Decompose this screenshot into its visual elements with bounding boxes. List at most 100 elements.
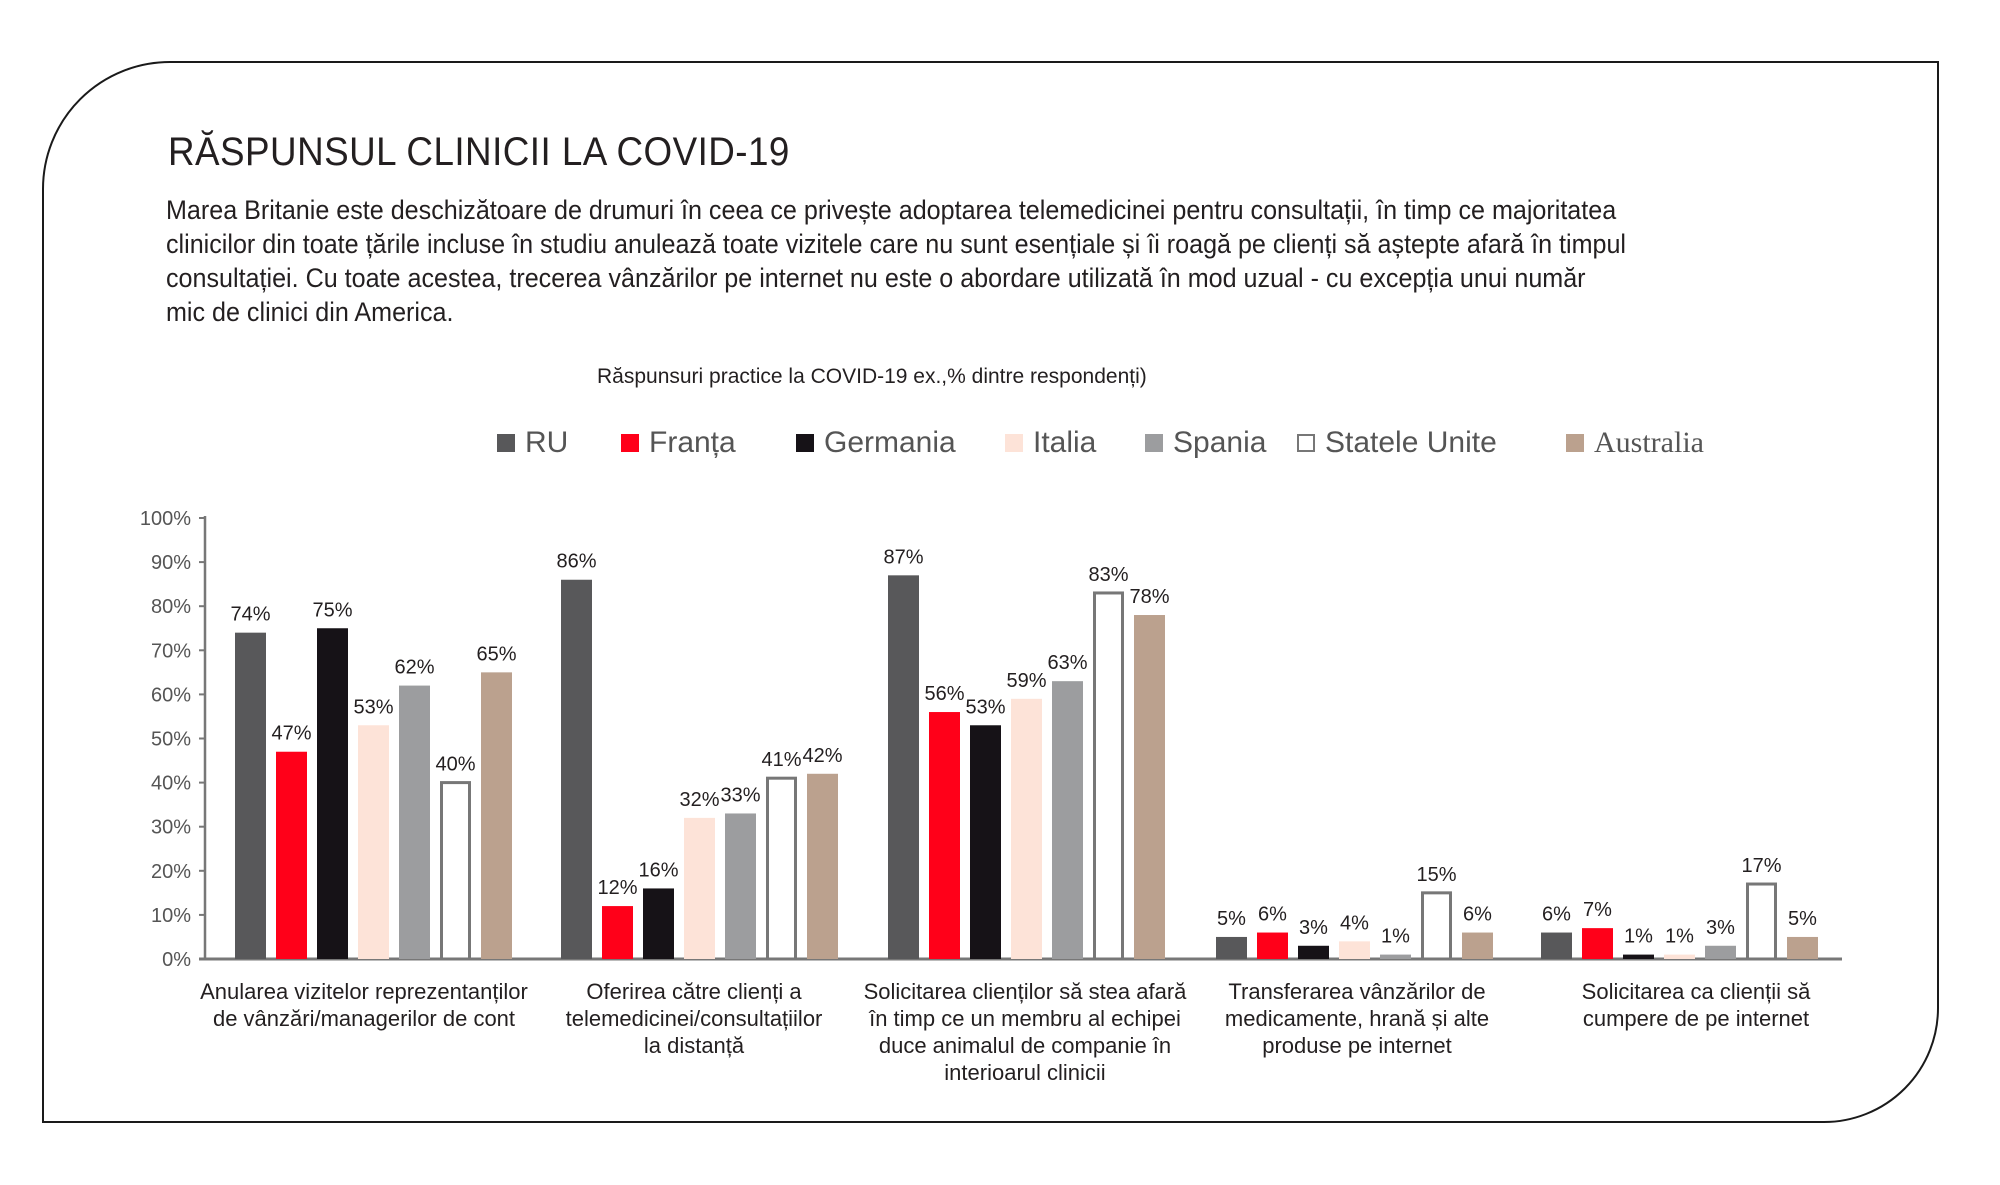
- data-label: 83%: [1088, 564, 1128, 586]
- legend-label: Franța: [649, 426, 736, 459]
- legend-item: Germania: [796, 426, 956, 460]
- data-label: 1%: [1665, 926, 1694, 948]
- card-frame: [42, 61, 1939, 1123]
- category-label-line: produse pe internet: [1262, 1033, 1452, 1058]
- category-label-line: Anularea vizitelor reprezentanților: [200, 979, 528, 1004]
- bar: [970, 725, 1001, 959]
- data-label: 6%: [1258, 904, 1287, 926]
- y-tick-label: 30%: [151, 817, 191, 839]
- category-label-line: Solicitarea clienților să stea afară: [863, 979, 1187, 1004]
- bar: [1257, 932, 1288, 959]
- data-label: 53%: [353, 696, 393, 718]
- data-label: 87%: [883, 546, 923, 568]
- data-label: 4%: [1340, 912, 1369, 934]
- data-label: 6%: [1542, 904, 1571, 926]
- y-tick-label: 60%: [151, 684, 191, 706]
- bar: [888, 575, 919, 959]
- data-label: 5%: [1788, 908, 1817, 930]
- y-tick-label: 90%: [151, 552, 191, 574]
- y-tick-label: 70%: [151, 640, 191, 662]
- legend-item: Franța: [621, 426, 736, 460]
- bar: [1705, 945, 1736, 959]
- data-label: 32%: [679, 789, 719, 811]
- data-label: 16%: [638, 859, 678, 881]
- data-label: 59%: [1006, 670, 1046, 692]
- legend-swatch: [497, 434, 515, 452]
- y-tick-label: 40%: [151, 773, 191, 795]
- bar: [1093, 591, 1124, 961]
- bar: [276, 751, 307, 959]
- category-label-line: Transferarea vânzărilor de: [1228, 979, 1486, 1004]
- data-label: 47%: [271, 723, 311, 745]
- legend-item: RU: [497, 426, 568, 460]
- category-label-line: duce animalul de companie în: [878, 1033, 1172, 1058]
- legend-swatch: [1145, 434, 1163, 452]
- legend-label: Australia: [1594, 426, 1704, 459]
- y-tick-label: 50%: [151, 729, 191, 751]
- bar: [1664, 954, 1695, 959]
- y-tick-label: 100%: [140, 508, 191, 530]
- bar: [1746, 882, 1777, 961]
- bar: [1216, 936, 1247, 959]
- bar: [1462, 932, 1493, 959]
- legend-item: Spania: [1145, 426, 1266, 460]
- category-label-line: Solicitarea ca clienții să: [1581, 979, 1811, 1004]
- y-tick-label: 20%: [151, 861, 191, 883]
- category-label-line: în timp ce un membru al echipei: [869, 1006, 1181, 1031]
- legend-label: Germania: [824, 426, 956, 459]
- bar: [807, 773, 838, 959]
- category-label-line: de vânzări/managerilor de cont: [212, 1006, 516, 1031]
- data-label: 75%: [312, 599, 352, 621]
- legend-item: Australia: [1566, 426, 1704, 460]
- chart-title: Răspunsuri practice la COVID-19 ex.,% di…: [597, 365, 1147, 388]
- legend-swatch: [1297, 434, 1315, 452]
- category-label: Solicitarea ca clienții să cumpere de pe …: [1516, 978, 1876, 1032]
- data-label: 7%: [1583, 899, 1612, 921]
- data-label: 42%: [802, 745, 842, 767]
- data-label: 41%: [761, 749, 801, 771]
- bar: [399, 685, 430, 959]
- legend-item: Italia: [1005, 426, 1096, 460]
- legend-swatch: [1566, 434, 1584, 452]
- bar: [1541, 932, 1572, 959]
- bar: [1421, 891, 1452, 961]
- data-label: 65%: [476, 643, 516, 665]
- bar: [1380, 954, 1411, 959]
- description-line: consultației. Cu toate acestea, trecerea…: [166, 263, 1586, 293]
- bar: [235, 632, 266, 959]
- data-label: 15%: [1416, 864, 1456, 886]
- data-label: 33%: [720, 784, 760, 806]
- category-label-line: telemedicinei/consultațiilor: [565, 1006, 823, 1031]
- bar: [1052, 681, 1083, 959]
- bar: [929, 712, 960, 959]
- bar: [317, 628, 348, 959]
- data-label: 12%: [597, 877, 637, 899]
- bar: [643, 888, 674, 959]
- data-label: 3%: [1299, 917, 1328, 939]
- data-label: 63%: [1047, 652, 1087, 674]
- category-label: Transferarea vânzărilor de medicamente, h…: [1177, 978, 1537, 1059]
- data-label: 5%: [1217, 908, 1246, 930]
- y-tick-label: 80%: [151, 596, 191, 618]
- description: Marea Britanie este deschizătoare de dru…: [166, 193, 1736, 329]
- legend-swatch: [621, 434, 639, 452]
- legend-item: Statele Unite: [1297, 426, 1497, 460]
- bar: [1339, 941, 1370, 959]
- category-label: Oferirea către clienți a telemedicinei/co…: [514, 978, 874, 1059]
- bar: [1134, 615, 1165, 959]
- bar: [1298, 945, 1329, 959]
- bar: [561, 579, 592, 959]
- category-label-line: cumpere de pe internet: [1582, 1006, 1810, 1031]
- category-label-line: Oferirea către clienți a: [586, 979, 802, 1004]
- legend-swatch: [796, 434, 814, 452]
- data-label: 74%: [230, 604, 270, 626]
- description-line: Marea Britanie este deschizătoare de dru…: [166, 195, 1617, 225]
- bar: [1787, 936, 1818, 959]
- data-label: 1%: [1381, 926, 1410, 948]
- y-tick-label: 0%: [162, 949, 191, 971]
- legend-label: RU: [525, 426, 569, 459]
- data-label: 53%: [965, 696, 1005, 718]
- category-label: Solicitarea clienților să stea afară în t…: [845, 978, 1205, 1086]
- bar: [1011, 698, 1042, 959]
